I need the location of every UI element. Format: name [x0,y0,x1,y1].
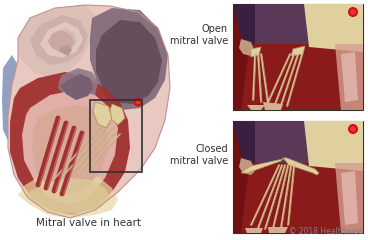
Ellipse shape [348,124,358,134]
Polygon shape [304,4,363,52]
Polygon shape [96,20,162,104]
Polygon shape [343,4,363,110]
Ellipse shape [348,7,358,17]
Polygon shape [40,22,83,58]
Bar [90,100,142,172]
Polygon shape [251,47,261,57]
Polygon shape [233,121,255,233]
Polygon shape [90,8,168,110]
Polygon shape [247,105,265,110]
Polygon shape [239,158,255,175]
Polygon shape [22,90,118,205]
Polygon shape [10,72,130,215]
Polygon shape [8,5,170,218]
Polygon shape [283,158,319,175]
Ellipse shape [135,100,141,104]
Polygon shape [60,45,72,56]
Polygon shape [18,5,95,78]
Polygon shape [291,46,305,56]
Polygon shape [32,105,108,196]
Polygon shape [335,163,363,233]
Polygon shape [26,178,110,213]
Polygon shape [239,39,255,56]
Polygon shape [268,227,288,233]
Ellipse shape [134,97,142,107]
Polygon shape [255,4,363,44]
Polygon shape [263,102,283,110]
Polygon shape [343,121,363,233]
Polygon shape [341,52,358,102]
Bar [233,121,363,233]
Polygon shape [304,121,363,171]
Polygon shape [255,121,363,163]
Polygon shape [58,68,98,102]
Polygon shape [2,55,20,145]
Text: Open
mitral valve: Open mitral valve [170,24,228,46]
Polygon shape [341,171,358,225]
Text: Closed
mitral valve: Closed mitral valve [170,144,228,166]
Polygon shape [110,104,125,125]
Text: Mitral valve in heart: Mitral valve in heart [35,218,141,228]
Ellipse shape [350,9,356,15]
Polygon shape [48,28,77,53]
Polygon shape [48,30,75,52]
Ellipse shape [350,126,356,132]
Polygon shape [60,74,93,100]
Polygon shape [233,121,255,163]
Polygon shape [245,228,263,233]
Polygon shape [233,4,255,44]
Polygon shape [18,170,118,218]
Bar [233,4,363,110]
Polygon shape [233,4,255,110]
Polygon shape [241,158,287,173]
Polygon shape [93,102,112,128]
Text: © 2018 Healthwise: © 2018 Healthwise [289,227,363,236]
Polygon shape [335,44,363,110]
Polygon shape [30,15,88,65]
